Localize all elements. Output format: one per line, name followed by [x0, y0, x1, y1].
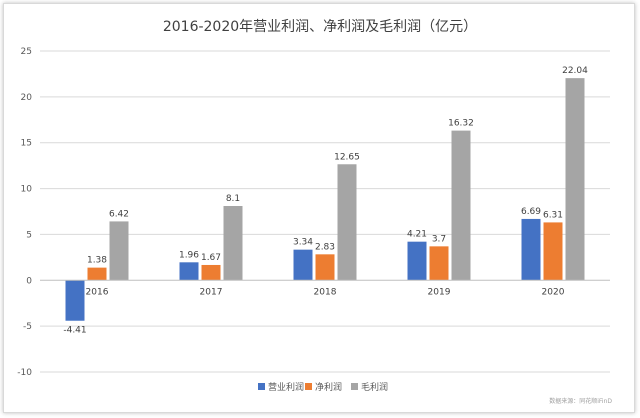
x-tick-label: 2020: [542, 287, 565, 297]
bars: [65, 78, 585, 321]
y-axis: 25 20 15 10 5 0 -5 -10: [17, 47, 32, 378]
bar: [87, 267, 107, 281]
legend-swatch: [258, 383, 265, 390]
bar: [65, 280, 85, 321]
gridlines: [40, 50, 610, 373]
data-label: 1.38: [87, 256, 107, 266]
chart-title: 2016-2020年营业利润、净利润及毛利润（亿元）: [163, 19, 477, 35]
data-label: 22.04: [562, 66, 588, 76]
y-tick-label: 10: [21, 185, 33, 195]
x-tick-label: 2017: [200, 287, 223, 297]
bar: [451, 130, 471, 281]
bar: [315, 254, 335, 281]
data-label: 8.1: [226, 194, 240, 204]
x-tick-label: 2018: [314, 287, 337, 297]
legend-label: 净利润: [315, 381, 342, 393]
data-label: 4.21: [407, 230, 427, 240]
bar: [429, 246, 449, 281]
legend: 营业利润 净利润 毛利润: [258, 381, 388, 393]
y-tick-label: 5: [26, 230, 32, 240]
data-label: 6.69: [521, 207, 541, 217]
bar: [543, 222, 563, 281]
bar: [201, 264, 221, 281]
y-tick-label: 0: [26, 276, 32, 286]
chart-frame: [3, 3, 635, 413]
data-label: -4.41: [63, 326, 86, 336]
x-tick-label: 2016: [86, 287, 109, 297]
bar: [407, 241, 427, 281]
data-label: 1.67: [201, 253, 221, 263]
data-source: 数据来源：同花顺iFinD: [549, 397, 612, 405]
legend-label: 营业利润: [268, 381, 304, 393]
data-label: 1.96: [179, 250, 199, 260]
data-labels: -4.41 1.38 6.42 1.96 1.67 8.1 3.34 2.83 12.65 4.2…: [63, 66, 588, 336]
y-tick-label: -10: [17, 368, 32, 378]
data-label: 3.34: [293, 238, 313, 248]
x-axis: 2016 2017 2018 2019 2020: [40, 279, 610, 297]
legend-swatch: [305, 383, 312, 390]
data-label: 12.65: [334, 152, 360, 162]
legend-swatch: [351, 383, 358, 390]
bar: [565, 78, 585, 281]
y-tick-label: 25: [21, 47, 32, 57]
bar: [223, 205, 243, 281]
bar: [109, 221, 129, 281]
bar: [521, 218, 541, 281]
bar: [179, 262, 199, 281]
bar: [293, 249, 313, 281]
data-label: 6.42: [109, 209, 129, 219]
data-label: 16.32: [448, 119, 474, 129]
data-label: 2.83: [315, 242, 335, 252]
y-tick-label: 15: [21, 139, 32, 149]
y-tick-label: 20: [21, 93, 33, 103]
x-tick-label: 2019: [428, 287, 451, 297]
data-label: 3.7: [432, 234, 446, 244]
y-tick-label: -5: [23, 322, 32, 332]
legend-label: 毛利润: [361, 381, 388, 393]
bar: [337, 164, 357, 281]
data-label: 6.31: [543, 210, 563, 220]
